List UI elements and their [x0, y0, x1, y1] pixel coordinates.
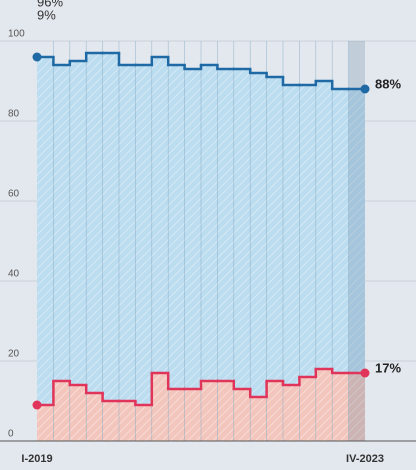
start-dot [32, 52, 42, 62]
area-step [315, 81, 333, 441]
area-step [168, 65, 185, 441]
area-step [184, 69, 201, 441]
area-step [151, 373, 169, 441]
area-step [299, 377, 316, 441]
area-step [102, 401, 119, 441]
x-tick-label: IV-2023 [346, 453, 384, 465]
area-step [233, 389, 251, 441]
start-label: 9% [37, 7, 56, 22]
area-step [86, 393, 103, 441]
y-tick-label: 60 [8, 189, 20, 200]
area-step [332, 373, 349, 441]
area-step [135, 405, 152, 441]
end-dot [360, 368, 370, 378]
area-step [53, 381, 70, 441]
end-label: 88% [375, 76, 401, 91]
area-step [119, 65, 136, 441]
area-step [69, 61, 87, 441]
area-step [266, 381, 283, 441]
area-step [250, 73, 267, 441]
area-step [348, 373, 365, 441]
area-step [283, 85, 300, 441]
last-shade [348, 41, 365, 441]
area-step [184, 389, 201, 441]
y-tick-label: 20 [8, 349, 20, 360]
area-step [266, 77, 283, 441]
area-step [37, 405, 54, 441]
start-label: 96% [37, 0, 63, 9]
area-step [168, 389, 185, 441]
area-step [86, 53, 103, 441]
y-tick-label: 40 [8, 269, 20, 280]
area-step [53, 65, 70, 441]
area-step [135, 65, 152, 441]
start-dot [32, 400, 42, 410]
area-step [201, 65, 218, 441]
area-step [299, 85, 316, 441]
y-tick-label: 80 [8, 109, 20, 120]
area-step [315, 369, 333, 441]
area-step [217, 69, 234, 441]
area-step [119, 401, 136, 441]
x-tick-label: I-2019 [21, 453, 52, 465]
area-step [151, 57, 169, 441]
area-step [233, 69, 251, 441]
end-label: 17% [375, 360, 401, 375]
area-step [348, 89, 365, 441]
area-step [201, 381, 218, 441]
area-step [69, 385, 87, 441]
area-step [37, 57, 54, 441]
y-tick-label: 100 [8, 29, 25, 40]
area-step [102, 53, 119, 441]
area-step [250, 397, 267, 441]
y-tick-label: 0 [8, 429, 14, 440]
area-step [332, 89, 349, 441]
end-dot [360, 84, 370, 94]
area-step [283, 385, 300, 441]
area-step [217, 381, 234, 441]
